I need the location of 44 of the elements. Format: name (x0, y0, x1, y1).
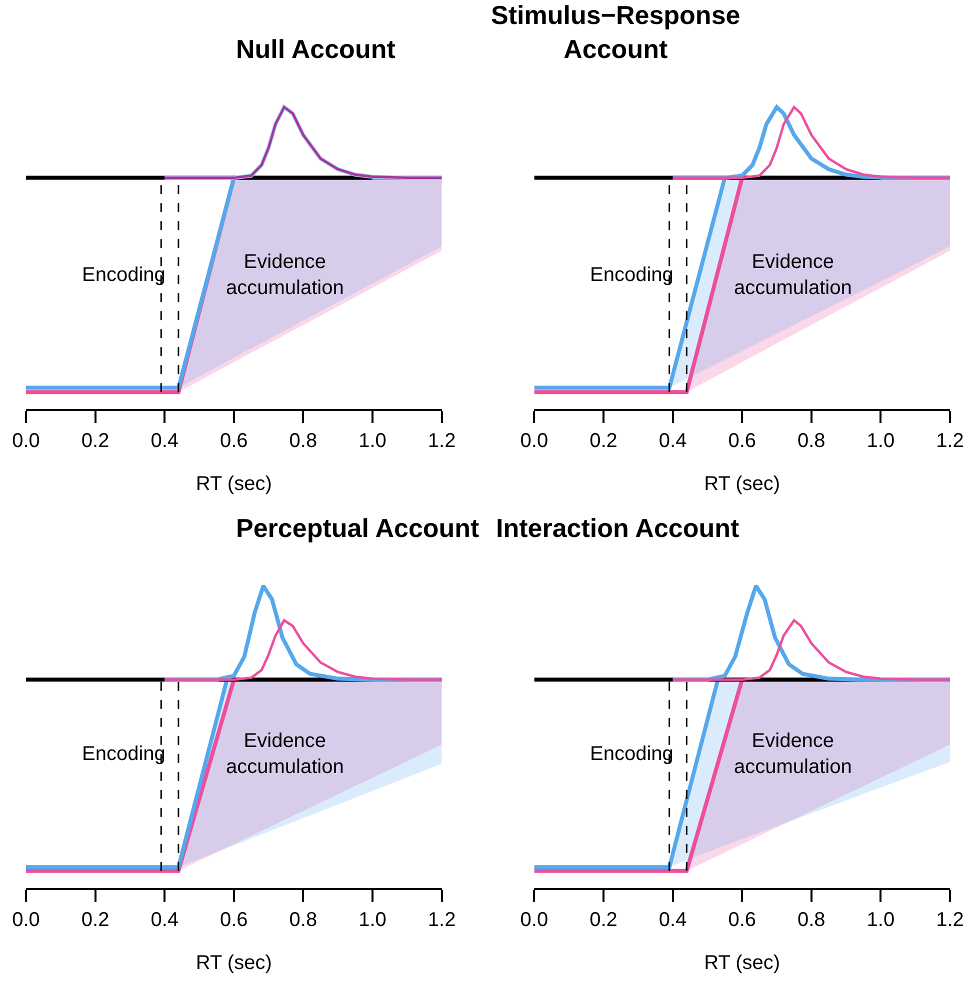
x-tick-label: 1.2 (428, 908, 456, 931)
x-tick-label: 1.0 (358, 908, 386, 931)
x-tick-label: 0.8 (797, 430, 826, 452)
annotation: Evidence accumulation (226, 730, 344, 778)
annotation: Encoding (82, 743, 166, 765)
x-tick-label: 1.0 (866, 908, 895, 931)
x-tick-label: 0.8 (289, 908, 318, 931)
x-tick-label: 0.4 (150, 430, 179, 452)
x-tick-label: 0.2 (81, 430, 110, 452)
x-tick-label: 1.0 (866, 430, 895, 452)
x-tick-label: 0.6 (220, 430, 248, 452)
chart-title: Stimulus−Response Account (491, 0, 740, 64)
x-tick-label: 0.8 (289, 430, 318, 452)
x-tick-label: 0.0 (520, 430, 548, 452)
x-tick-label: 0.8 (797, 908, 826, 931)
x-tick-label: 0.4 (658, 908, 687, 931)
x-tick-label: 0.2 (590, 908, 618, 931)
annotation: Encoding (590, 264, 674, 286)
x-tick-label: 0.6 (728, 908, 756, 931)
annotation: Evidence accumulation (734, 251, 852, 299)
annotation: Encoding (590, 743, 674, 765)
x-tick-label: 0.6 (728, 430, 756, 452)
x-axis-title: RT (sec) (704, 472, 780, 495)
annotation: Evidence accumulation (734, 730, 852, 778)
x-tick-label: 1.2 (428, 430, 456, 452)
chart-title: Interaction Account (496, 513, 740, 543)
x-axis-title: RT (sec) (704, 952, 780, 974)
chart-title: Perceptual Account (236, 513, 480, 543)
chart-title: Null Account (236, 34, 396, 64)
annotation: Evidence accumulation (226, 251, 344, 299)
x-tick-label: 0.0 (12, 908, 40, 931)
x-tick-label: 0.2 (590, 430, 618, 452)
annotation: Encoding (82, 264, 166, 286)
x-tick-label: 1.0 (358, 430, 386, 452)
x-tick-label: 0.0 (520, 908, 548, 931)
x-tick-label: 0.4 (658, 430, 687, 452)
x-axis-title: RT (sec) (196, 952, 272, 974)
x-tick-label: 0.4 (150, 908, 179, 931)
x-tick-label: 1.2 (936, 430, 964, 452)
x-tick-label: 0.0 (12, 430, 40, 452)
x-tick-label: 0.6 (220, 908, 248, 931)
x-axis-title: RT (sec) (196, 472, 272, 495)
x-tick-label: 1.2 (936, 908, 964, 931)
x-tick-label: 0.2 (81, 908, 110, 931)
